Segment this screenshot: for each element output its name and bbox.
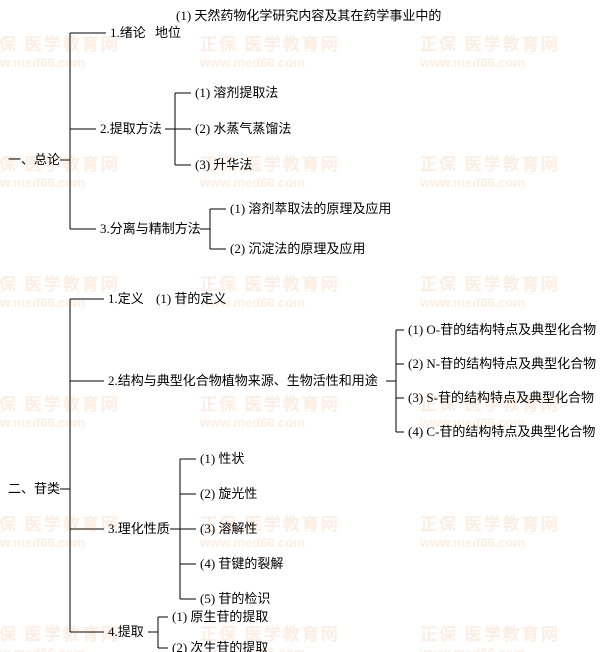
watermark-line2: www.med66.com [0,535,120,550]
node-B2_1: (1) O-苷的结构特点及典型化合物 [408,322,596,338]
watermark-line1: 正保 医学教育网 [420,620,560,645]
watermark-line2: www.med66.com [0,55,120,70]
watermark-line1: 正保 医学教育网 [0,270,120,295]
node-B3_2: (2) 旋光性 [200,486,257,502]
watermark-line1: 正保 医学教育网 [0,620,120,645]
node-A1_1a: (1) 天然药物化学研究内容及其在药学事业中的 [176,8,441,24]
node-B1: 1.定义 [108,291,144,307]
watermark-line1: 正保 医学教育网 [0,390,120,415]
node-A2_3: (3) 升华法 [195,157,252,173]
watermark-line2: www.med66.com [420,535,560,550]
watermark-line1: 正保 医学教育网 [200,30,340,55]
watermark-line2: www.med66.com [420,175,560,190]
node-A1: 1.绪论 [110,25,146,41]
watermark-line2: www.med66.com [200,55,340,70]
node-A2: 2.提取方法 [100,121,162,137]
node-B2_4: (4) C-苷的结构特点及典型化合物 [408,424,595,440]
watermark-line1: 正保 医学教育网 [420,150,560,175]
node-A3: 3.分离与精制方法 [100,221,201,237]
watermark: 正保 医学教育网www.med66.com [420,620,560,652]
node-B: 二、苷类 [8,481,60,497]
node-B2_3: (3) S-苷的结构特点及典型化合物 [408,390,594,406]
watermark: 正保 医学教育网www.med66.com [0,510,120,550]
node-B1_1: (1) 苷的定义 [156,291,226,307]
watermark-line1: 正保 医学教育网 [420,270,560,295]
node-B3_4: (4) 苷键的裂解 [200,556,283,572]
node-A3_2: (2) 沉淀法的原理及应用 [230,241,365,257]
watermark-line2: www.med66.com [200,535,340,550]
watermark-line2: www.med66.com [0,645,120,652]
watermark-line2: www.med66.com [0,295,120,310]
watermark: 正保 医学教育网www.med66.com [0,620,120,652]
node-B2_2: (2) N-苷的结构特点及典型化合物 [408,356,596,372]
watermark: 正保 医学教育网www.med66.com [200,30,340,70]
watermark-line1: 正保 医学教育网 [420,30,560,55]
watermark: 正保 医学教育网www.med66.com [0,30,120,70]
watermark: 正保 医学教育网www.med66.com [200,390,340,430]
node-A2_2: (2) 水蒸气蒸馏法 [195,121,291,137]
watermark-line1: 正保 医学教育网 [0,510,120,535]
watermark-line1: 正保 医学教育网 [200,390,340,415]
node-A3_1: (1) 溶剂萃取法的原理及应用 [230,201,391,217]
node-A2_1: (1) 溶剂提取法 [195,85,278,101]
node-B4_1: (1) 原生苷的提取 [172,609,268,625]
node-B2: 2.结构与典型化合物植物来源、生物活性和用途 [108,373,378,389]
node-A: 一、总论 [8,152,60,168]
watermark-line2: www.med66.com [0,175,120,190]
watermark-line2: www.med66.com [200,175,340,190]
diagram-canvas: 正保 医学教育网www.med66.com正保 医学教育网www.med66.c… [0,0,608,652]
watermark-line2: www.med66.com [420,295,560,310]
watermark-line2: www.med66.com [420,55,560,70]
watermark-line1: 正保 医学教育网 [420,510,560,535]
watermark: 正保 医学教育网www.med66.com [420,150,560,190]
watermark-line2: www.med66.com [420,645,560,652]
watermark-line2: www.med66.com [200,415,340,430]
node-B3_5: (5) 苷的检识 [200,591,270,607]
node-B3: 3.理化性质 [108,521,170,537]
watermark: 正保 医学教育网www.med66.com [420,30,560,70]
node-B4: 4.提取 [108,624,144,640]
node-A1_1b: 地位 [155,25,181,41]
watermark: 正保 医学教育网www.med66.com [420,510,560,550]
watermark: 正保 医学教育网www.med66.com [0,390,120,430]
node-B3_3: (3) 溶解性 [200,521,257,537]
watermark-line1: 正保 医学教育网 [0,30,120,55]
watermark-line2: www.med66.com [0,415,120,430]
watermark: 正保 医学教育网www.med66.com [420,270,560,310]
node-B3_1: (1) 性状 [200,451,244,467]
watermark: 正保 医学教育网www.med66.com [0,270,120,310]
node-B4_2: (2) 次生苷的提取 [172,640,268,652]
